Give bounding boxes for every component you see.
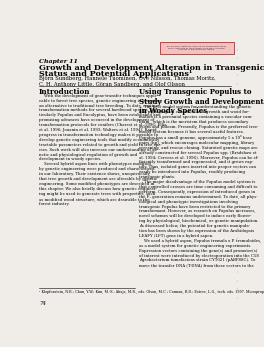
FancyBboxPatch shape — [160, 42, 233, 54]
Text: Growth and Development Alteration in Transgenic ’Populus:: Growth and Development Alteration in Tra… — [39, 64, 264, 73]
Text: Björn Sundberg, Hannele Tuominen, Ove Nilsson, Thomas Moritz,
C. H. Anthony Litt: Björn Sundberg, Hannele Tuominen, Ove Ni… — [39, 76, 216, 87]
Text: Chapter 11: Chapter 11 — [39, 59, 78, 64]
Text: With the development of gene-transfer techniques appli-
cable to forest tree spe: With the development of gene-transfer te… — [39, 94, 167, 205]
Text: ¹ Klopfenstein, N.B.; Chun, Y.W.; Kim, M.-S.; Ahuja, M.R., eds. Olson, M.C.; Car: ¹ Klopfenstein, N.B.; Chun, Y.W.; Kim, M… — [39, 290, 264, 294]
Text: Introduction: Introduction — [39, 88, 91, 96]
Text: Using Transgenic Populus to
Study Growth and Development
in Woody Species: Using Transgenic Populus to Study Growth… — [139, 88, 264, 115]
Text: This file was created by scanning the printed publication.
Errors identified by : This file was created by scanning the pr… — [166, 46, 227, 50]
Text: Status and Potential Applications¹: Status and Potential Applications¹ — [39, 70, 192, 78]
Text: The best model system for understanding the genetic
and physiological control of: The best model system for understanding … — [139, 105, 262, 267]
Text: 74: 74 — [39, 301, 46, 306]
